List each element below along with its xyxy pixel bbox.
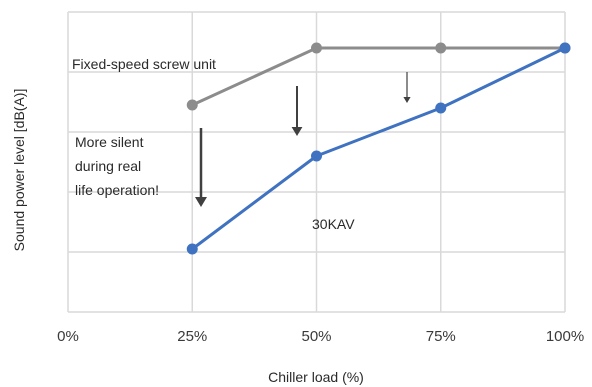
annotation-line-3: life operation! (75, 182, 159, 198)
data-point-s0-1 (311, 42, 322, 54)
annotation-arrows (195, 72, 411, 207)
x-axis-ticks: 0% 25% 50% 75% 100% (57, 328, 584, 345)
data-point-s1-2 (435, 102, 447, 114)
x-tick-label-0: 0% (57, 328, 79, 345)
x-axis-label: Chiller load (%) (268, 369, 364, 385)
x-tick-label-1: 25% (177, 328, 207, 345)
arrow-25pct (195, 128, 207, 207)
series-label-30kav: 30KAV (312, 216, 355, 232)
x-tick-label-2: 50% (301, 328, 331, 345)
data-point-s1-1 (311, 150, 322, 162)
y-axis-label: Sound power level [dB(A)] (11, 89, 27, 252)
series-line-0 (191, 46, 565, 107)
arrow-75pct (403, 72, 411, 103)
annotation-line-2: during real (75, 158, 141, 174)
x-tick-label-3: 75% (426, 328, 456, 345)
series-label-fixed-speed: Fixed-speed screw unit (72, 56, 216, 72)
data-point-s0-0 (186, 99, 198, 111)
series-line-1 (191, 46, 566, 251)
x-tick-label-4: 100% (546, 328, 584, 345)
series-lines (186, 42, 571, 255)
data-point-s1-3 (559, 42, 571, 54)
arrow-50pct-head (291, 127, 303, 136)
data-point-s1-0 (186, 243, 198, 255)
arrow-50pct (291, 86, 303, 136)
arrow-25pct-head (195, 197, 207, 207)
grid (67, 11, 566, 313)
annotation-line-1: More silent (75, 134, 144, 150)
arrow-75pct-head (403, 97, 411, 103)
data-point-s0-2 (435, 42, 447, 54)
